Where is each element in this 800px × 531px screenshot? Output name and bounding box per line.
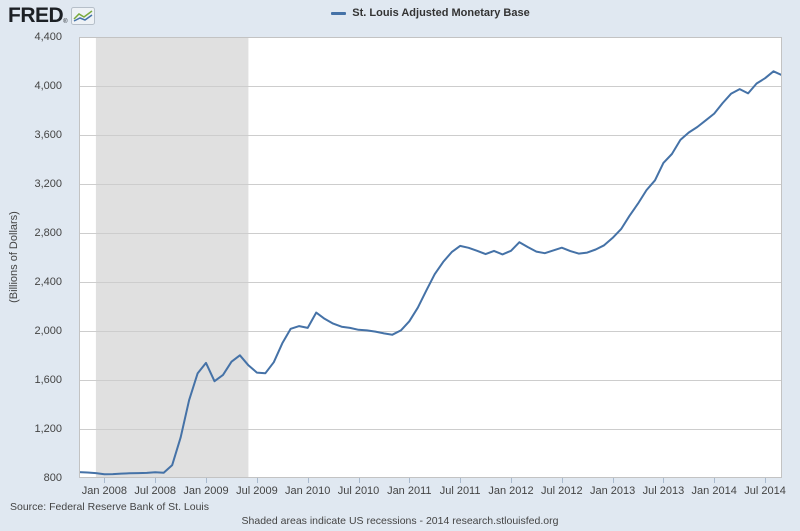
x-tick-mark <box>155 478 157 483</box>
x-tick-mark <box>561 478 563 483</box>
y-tick-label: 4,400 <box>34 31 62 43</box>
y-tick-label: 2,800 <box>34 227 62 239</box>
chart-legend: St. Louis Adjusted Monetary Base <box>79 7 782 19</box>
x-tick-label: Jul 2011 <box>439 485 481 497</box>
x-tick-mark <box>104 478 106 483</box>
y-tick-label: 1,600 <box>34 374 62 386</box>
chart-canvas <box>79 37 782 478</box>
x-tick-mark <box>206 478 207 483</box>
monetary-base-line <box>79 70 782 476</box>
x-tick-label: Jan 2008 <box>81 485 128 497</box>
plot-border <box>79 37 782 478</box>
x-tick-label: Jan 2012 <box>488 485 534 497</box>
x-tick-label: Jul 2012 <box>541 485 583 497</box>
x-tick-label: Jan 2011 <box>387 485 432 497</box>
y-tick-label: 800 <box>43 472 62 484</box>
x-tick-label: Jan 2009 <box>183 485 229 497</box>
x-tick-label: Jan 2014 <box>691 485 737 497</box>
registered-mark-icon: ® <box>63 19 68 25</box>
x-tick-mark <box>663 478 665 483</box>
x-tick-label: Jul 2013 <box>642 485 685 497</box>
fred-sparkline-icon <box>70 7 95 25</box>
x-tick-mark <box>358 478 360 483</box>
x-tick-mark <box>511 478 512 483</box>
plot-area <box>79 37 782 478</box>
fred-logo-text: FRED <box>8 4 64 27</box>
x-tick-label: Jul 2008 <box>134 485 176 497</box>
x-tick-mark <box>307 478 309 483</box>
x-tick-label: Jul 2010 <box>337 485 380 497</box>
x-tick-mark <box>460 478 462 483</box>
x-tick-mark <box>612 478 614 483</box>
y-tick-label: 3,200 <box>34 178 62 190</box>
legend-line-swatch <box>331 11 347 15</box>
y-tick-label: 4,000 <box>34 80 62 92</box>
x-tick-label: Jul 2014 <box>744 485 786 497</box>
x-tick-label: Jul 2009 <box>236 485 278 497</box>
x-tick-mark <box>256 478 258 483</box>
recession-band <box>95 37 249 478</box>
y-tick-label: 2,400 <box>34 276 62 288</box>
y-tick-label: 3,600 <box>34 129 62 141</box>
x-tick-label: Jan 2013 <box>589 485 636 497</box>
footer-note: Shaded areas indicate US recessions - 20… <box>241 515 559 527</box>
x-tick-mark <box>714 478 716 483</box>
y-tick-label: 1,200 <box>34 423 62 435</box>
fred-logo: FRED ® <box>8 5 95 27</box>
x-tick-label: Jan 2010 <box>285 485 331 497</box>
x-tick-mark <box>765 478 767 483</box>
legend-label: St. Louis Adjusted Monetary Base <box>352 7 530 19</box>
y-axis-title: (Billions of Dollars) <box>8 211 20 303</box>
footer-source: Source: Federal Reserve Bank of St. Loui… <box>10 501 210 513</box>
x-tick-mark <box>409 478 411 483</box>
y-tick-label: 2,000 <box>34 325 62 337</box>
